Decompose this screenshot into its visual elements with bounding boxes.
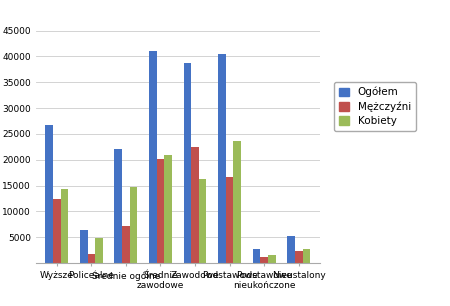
Bar: [218, 54, 226, 263]
Bar: [191, 147, 199, 263]
Bar: [130, 187, 137, 263]
Bar: [268, 255, 275, 263]
Bar: [164, 155, 172, 263]
Bar: [295, 251, 302, 263]
Bar: [95, 238, 103, 263]
Bar: [253, 249, 261, 263]
Text: Mieszkańcy Torunia wg płci i wykształcenia: Mieszkańcy Torunia wg płci i wykształcen…: [151, 14, 450, 27]
Bar: [87, 254, 95, 263]
Bar: [45, 125, 53, 263]
Bar: [80, 230, 87, 263]
Bar: [261, 257, 268, 263]
Bar: [61, 189, 68, 263]
Bar: [157, 159, 164, 263]
Bar: [288, 236, 295, 263]
Bar: [302, 249, 310, 263]
Bar: [226, 177, 234, 263]
Bar: [234, 141, 241, 263]
Bar: [199, 179, 207, 263]
Bar: [53, 199, 61, 263]
Bar: [122, 226, 130, 263]
Bar: [114, 149, 122, 263]
Bar: [149, 51, 157, 263]
Bar: [184, 63, 191, 263]
Legend: Ogółem, Mężczyźni, Kobiety: Ogółem, Mężczyźni, Kobiety: [334, 82, 416, 132]
